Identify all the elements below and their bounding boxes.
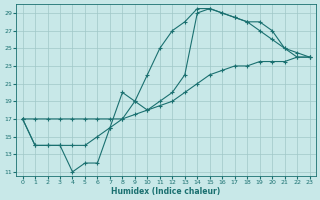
X-axis label: Humidex (Indice chaleur): Humidex (Indice chaleur): [111, 187, 221, 196]
